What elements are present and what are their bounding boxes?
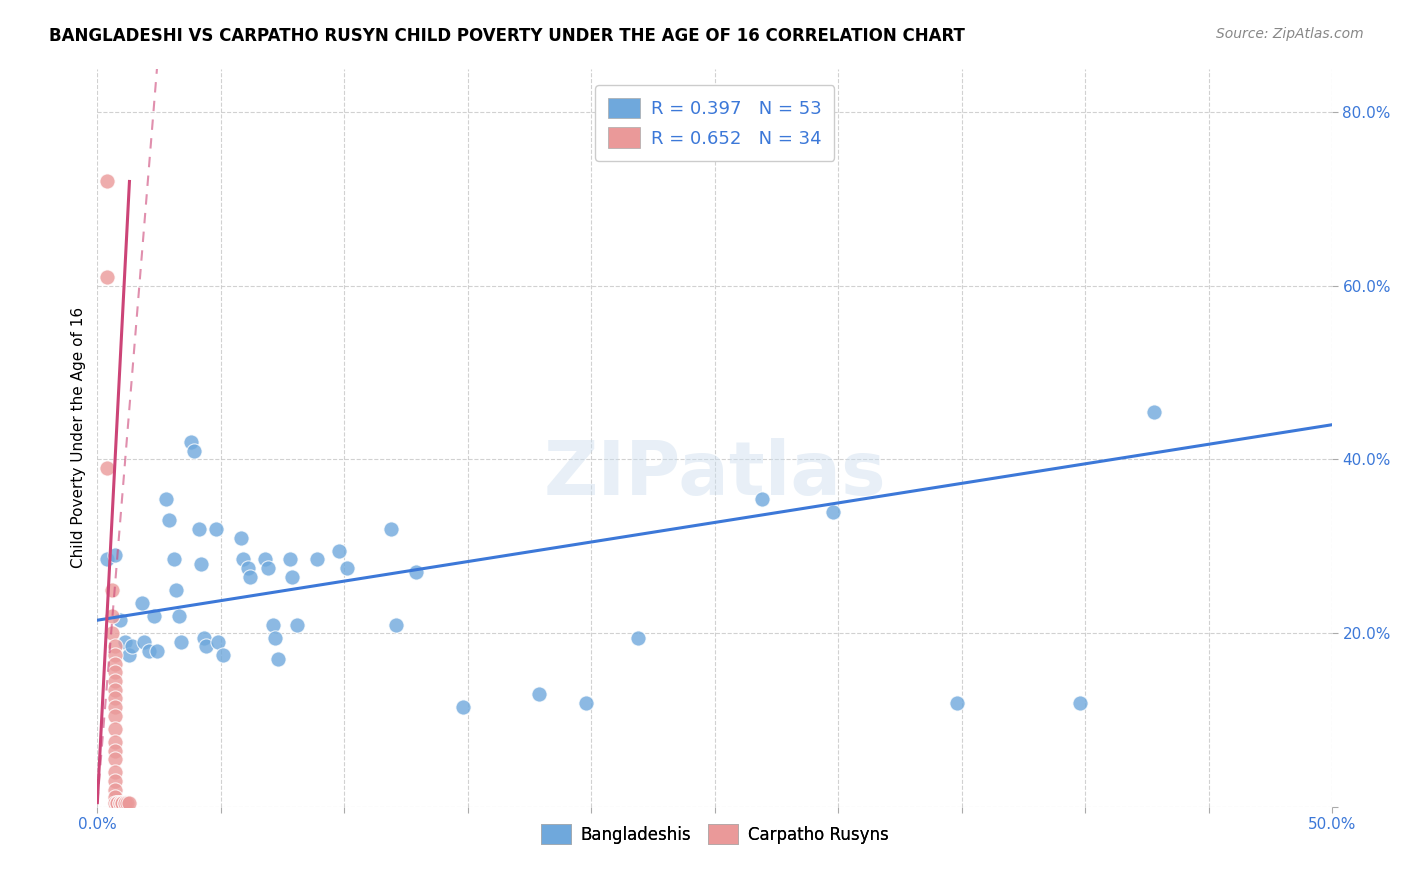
Point [751, 491, 773, 506]
Point [104, 691, 127, 706]
Point [1143, 405, 1166, 419]
Point [111, 796, 134, 810]
Point [145, 643, 167, 657]
Point [170, 635, 193, 649]
Text: BANGLADESHI VS CARPATHO RUSYN CHILD POVERTY UNDER THE AGE OF 16 CORRELATION CHAR: BANGLADESHI VS CARPATHO RUSYN CHILD POVE… [49, 27, 965, 45]
Point [266, 652, 288, 666]
Point [104, 782, 127, 797]
Point [157, 513, 180, 527]
Point [232, 552, 254, 566]
Point [236, 561, 259, 575]
Point [104, 796, 127, 810]
Point [328, 543, 350, 558]
Point [104, 743, 127, 757]
Point [405, 566, 427, 580]
Point [278, 552, 301, 566]
Point [121, 640, 143, 654]
Point [104, 673, 127, 688]
Point [823, 505, 845, 519]
Point [254, 552, 277, 566]
Point [239, 570, 262, 584]
Point [138, 643, 160, 657]
Point [118, 648, 141, 662]
Point [155, 491, 177, 506]
Point [104, 789, 127, 804]
Legend: Bangladeshis, Carpatho Rusyns: Bangladeshis, Carpatho Rusyns [534, 818, 896, 850]
Point [114, 635, 136, 649]
Point [945, 696, 967, 710]
Point [183, 443, 205, 458]
Point [114, 796, 136, 810]
Point [307, 552, 329, 566]
Point [104, 640, 127, 654]
Point [101, 626, 124, 640]
Point [143, 608, 166, 623]
Point [105, 796, 128, 810]
Point [96, 552, 118, 566]
Text: Source: ZipAtlas.com: Source: ZipAtlas.com [1216, 27, 1364, 41]
Point [115, 796, 138, 810]
Point [187, 522, 209, 536]
Point [108, 613, 131, 627]
Point [190, 557, 212, 571]
Point [104, 773, 127, 788]
Point [131, 596, 153, 610]
Point [205, 522, 228, 536]
Point [104, 722, 127, 736]
Point [104, 648, 127, 662]
Point [163, 552, 186, 566]
Point [104, 735, 127, 749]
Point [134, 635, 156, 649]
Point [627, 631, 650, 645]
Point [165, 582, 187, 597]
Point [1069, 696, 1091, 710]
Point [104, 657, 127, 671]
Point [101, 608, 124, 623]
Point [195, 640, 218, 654]
Point [575, 696, 598, 710]
Point [101, 582, 124, 597]
Point [180, 435, 202, 450]
Point [111, 796, 134, 810]
Point [380, 522, 402, 536]
Y-axis label: Child Poverty Under the Age of 16: Child Poverty Under the Age of 16 [72, 307, 86, 568]
Point [108, 796, 131, 810]
Point [193, 631, 215, 645]
Point [207, 635, 229, 649]
Point [529, 687, 551, 701]
Point [385, 617, 408, 632]
Point [262, 617, 284, 632]
Point [118, 796, 141, 810]
Point [336, 561, 359, 575]
Point [105, 796, 128, 810]
Point [104, 765, 127, 780]
Point [104, 700, 127, 714]
Point [96, 174, 118, 188]
Point [114, 796, 136, 810]
Point [104, 708, 127, 723]
Point [229, 531, 252, 545]
Point [451, 700, 474, 714]
Point [104, 548, 127, 562]
Point [96, 461, 118, 475]
Point [104, 665, 127, 680]
Point [264, 631, 287, 645]
Point [281, 570, 304, 584]
Point [212, 648, 235, 662]
Point [108, 796, 131, 810]
Point [256, 561, 278, 575]
Point [287, 617, 309, 632]
Point [167, 608, 190, 623]
Text: ZIPatlas: ZIPatlas [543, 438, 886, 511]
Point [96, 270, 118, 285]
Point [104, 752, 127, 766]
Point [104, 682, 127, 697]
